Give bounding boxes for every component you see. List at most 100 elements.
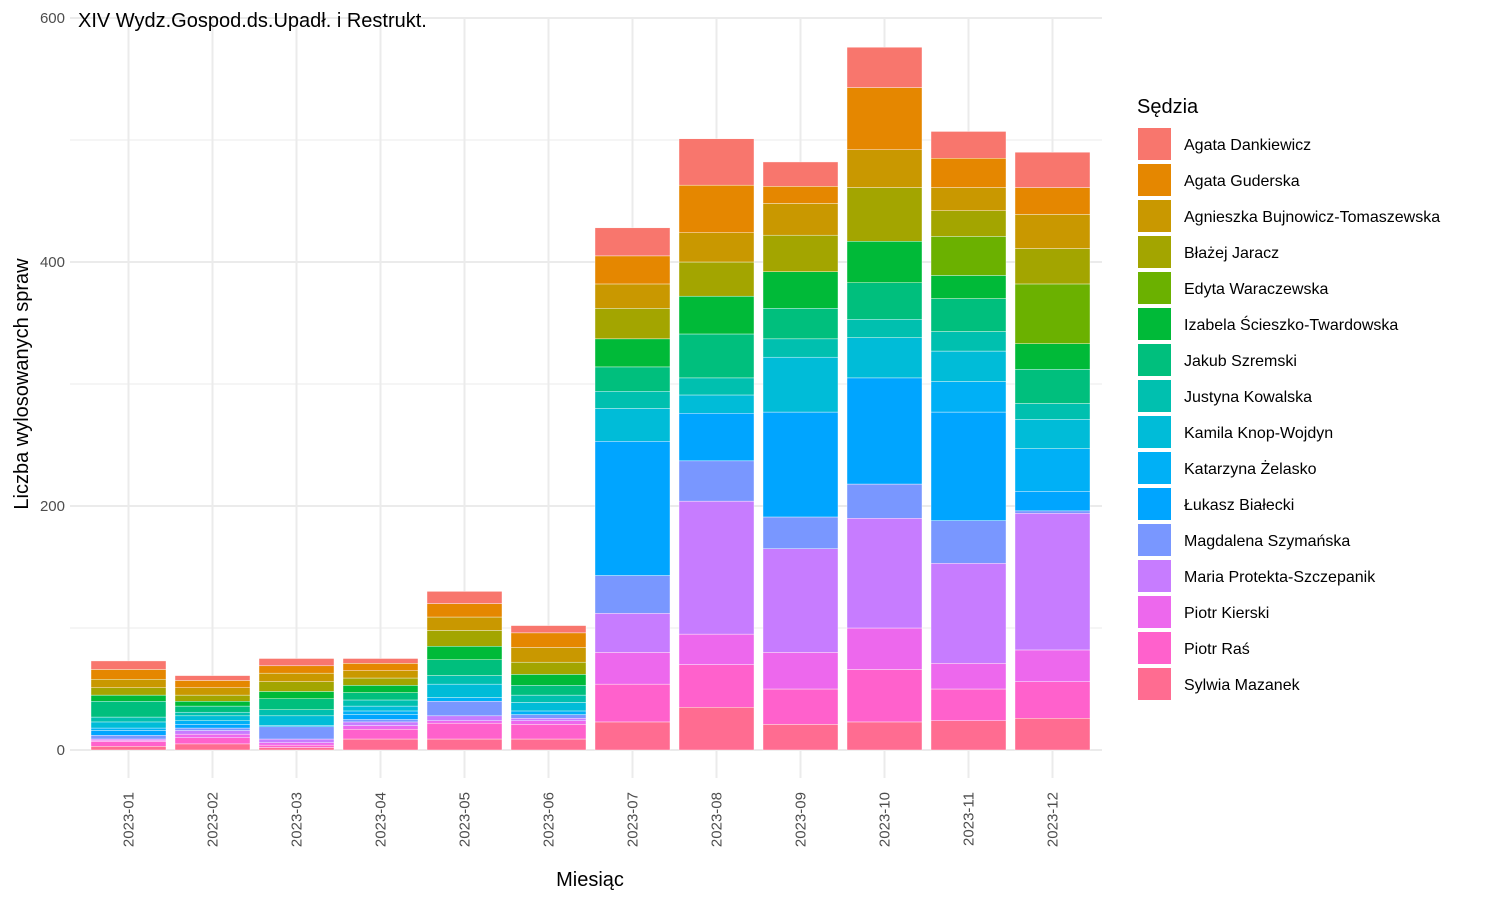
legend-key	[1138, 164, 1171, 196]
legend-key	[1138, 560, 1171, 592]
bar-segment	[594, 227, 671, 257]
bar-segment	[594, 408, 671, 442]
legend-label: Kamila Knop-Wojdyn	[1184, 425, 1333, 442]
bar-segment	[258, 742, 335, 746]
bar-segment	[762, 203, 839, 236]
x-tick-label: 2023-01	[121, 792, 138, 847]
bar-segment	[930, 298, 1007, 332]
bar-segment	[678, 295, 755, 335]
bar-segment	[258, 658, 335, 667]
bar-segment	[846, 319, 923, 338]
legend-key	[1138, 524, 1171, 556]
bar-segment	[1014, 369, 1091, 404]
legend-label: Błażej Jaracz	[1184, 245, 1279, 262]
bar-segment	[510, 720, 587, 725]
bar-segment	[258, 709, 335, 717]
bar-segment	[510, 632, 587, 648]
bar-segment	[90, 730, 167, 736]
legend-label: Agata Dankiewicz	[1184, 137, 1311, 154]
bar-segment	[342, 685, 419, 693]
bar-segment	[678, 138, 755, 186]
bar-segment	[678, 500, 755, 635]
legend-label: Justyna Kowalska	[1184, 389, 1312, 406]
bar-segment	[510, 710, 587, 715]
bar-segment	[342, 677, 419, 686]
bar-segment	[510, 714, 587, 719]
y-tick-label: 0	[57, 742, 65, 759]
bar-segment	[342, 710, 419, 715]
bar-segment	[258, 665, 335, 674]
bar-segment	[174, 705, 251, 713]
bar-segment	[594, 283, 671, 309]
bar-segment	[1014, 448, 1091, 492]
bar-segment	[1014, 343, 1091, 370]
bar-segment	[678, 707, 755, 751]
legend-key	[1138, 380, 1171, 412]
bar-segment	[426, 646, 503, 660]
bar-segment	[426, 591, 503, 604]
bar-segment	[90, 679, 167, 688]
bar-segment	[678, 394, 755, 414]
bar-segment	[90, 701, 167, 718]
bar-segment	[174, 701, 251, 707]
bar-segment	[930, 331, 1007, 352]
bar-segment	[426, 683, 503, 698]
bar-segment	[762, 724, 839, 751]
bar-segment	[342, 670, 419, 679]
bar-segment	[426, 603, 503, 618]
bar-segment	[846, 241, 923, 283]
bar-segment	[174, 733, 251, 739]
bar-segment	[594, 575, 671, 614]
bar-segment	[258, 744, 335, 748]
legend-key	[1138, 632, 1171, 664]
bar-segment	[258, 698, 335, 710]
x-tick-label: 2023-12	[1045, 792, 1062, 847]
bar-segment	[174, 715, 251, 721]
bar-segment	[90, 669, 167, 680]
bar-segment	[342, 738, 419, 751]
legend-key	[1138, 236, 1171, 268]
bar-segment	[1014, 214, 1091, 249]
y-axis: 0 200 400 600	[40, 10, 65, 759]
bar-segment	[426, 697, 503, 702]
legend-label: Łukasz Białecki	[1184, 497, 1294, 514]
bar-segment	[594, 308, 671, 340]
bars-layer	[90, 47, 1091, 751]
bar-segment	[594, 391, 671, 409]
legend-label: Sylwia Mazanek	[1184, 677, 1301, 694]
x-tick-label: 2023-03	[289, 792, 306, 847]
bar-segment	[930, 381, 1007, 413]
bar-segment	[342, 725, 419, 730]
bar-segment	[762, 186, 839, 204]
bar-segment	[846, 669, 923, 723]
bar-segment	[930, 411, 1007, 521]
x-tick-label: 2023-09	[793, 792, 810, 847]
bar-segment	[510, 661, 587, 675]
bar-segment	[678, 333, 755, 379]
bar-segment	[342, 721, 419, 726]
bar-segment	[510, 694, 587, 703]
bar-segment	[1014, 419, 1091, 449]
bar-segment	[342, 658, 419, 664]
bar-segment	[1014, 151, 1091, 188]
bar-segment	[426, 630, 503, 647]
bar-segment	[258, 738, 335, 743]
bar-segment	[90, 746, 167, 751]
bar-segment	[174, 730, 251, 735]
bar-segment	[1014, 187, 1091, 215]
bar-segment	[1014, 491, 1091, 512]
legend-label: Maria Protekta-Szczepanik	[1184, 569, 1376, 586]
y-tick-label: 600	[40, 10, 65, 27]
legend-key	[1138, 668, 1171, 700]
bar-segment	[678, 460, 755, 502]
bar-segment	[1014, 513, 1091, 651]
bar-segment	[510, 625, 587, 634]
bar-segment	[594, 338, 671, 368]
bar-segment	[426, 616, 503, 631]
bar-segment	[1014, 681, 1091, 719]
bar-segment	[594, 721, 671, 751]
legend-key	[1138, 200, 1171, 232]
legend-label: Magdalena Szymańska	[1184, 533, 1350, 550]
legend-key	[1138, 272, 1171, 304]
bar-segment	[846, 627, 923, 670]
